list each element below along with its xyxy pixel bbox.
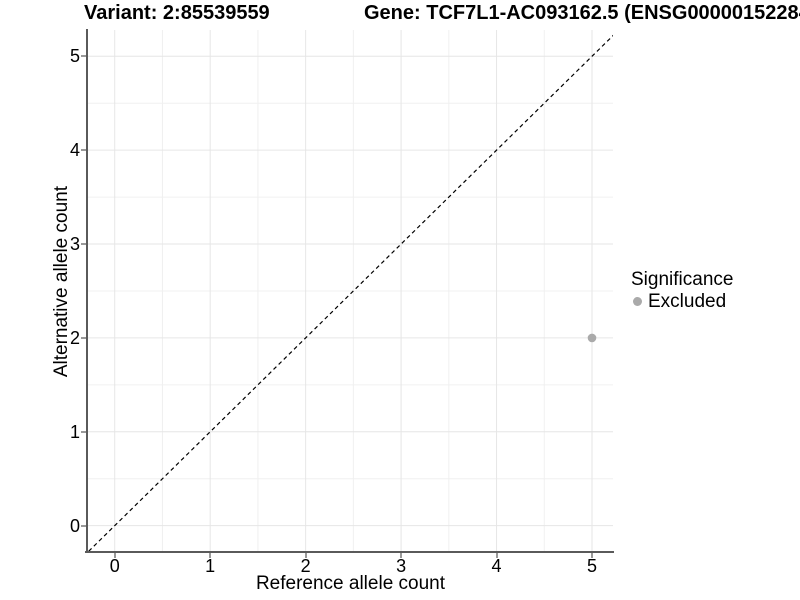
y-tick-label: 0	[69, 515, 80, 536]
y-tick-label: 1	[69, 421, 80, 442]
x-axis-tick	[591, 553, 593, 558]
y-axis-tick	[81, 336, 86, 339]
y-tick-label: 5	[69, 46, 80, 67]
legend: Significance Excluded	[629, 269, 733, 312]
x-axis-tick	[304, 553, 307, 558]
y-axis-title: Alternative allele count	[51, 186, 72, 378]
x-axis-tick	[400, 553, 403, 558]
legend-entry-label: Excluded	[648, 291, 727, 312]
plot-area-svg	[88, 30, 613, 551]
x-tick-label: 4	[491, 556, 502, 576]
x-axis-line	[85, 551, 614, 553]
y-tick-label: 4	[69, 140, 80, 161]
x-axis-tick	[495, 553, 498, 558]
plot-title-gene: Gene: TCF7L1-AC093162.5 (ENSG00000152284…	[364, 2, 800, 24]
x-tick-label: 2	[300, 556, 311, 576]
data-point	[587, 333, 597, 343]
x-axis-tick	[209, 553, 212, 558]
legend-point-icon	[633, 297, 642, 306]
plot-title-variant: Variant: 2:85539559	[84, 2, 270, 24]
y-axis-tick	[81, 430, 86, 433]
plot-panel	[88, 30, 613, 551]
y-axis-tick	[81, 524, 86, 527]
legend-title: Significance	[631, 269, 734, 290]
x-axis-tick	[113, 553, 116, 558]
legend-entry-excluded: Excluded	[629, 291, 733, 312]
y-axis-tick	[81, 55, 86, 58]
y-tick-label: 3	[69, 234, 80, 255]
x-tick-label: 0	[109, 556, 120, 576]
y-tick-label: 2	[69, 327, 80, 348]
y-axis-tick	[81, 243, 86, 246]
x-axis-title: Reference allele count	[255, 573, 446, 594]
identity-dashed-line	[88, 34, 613, 551]
x-tick-label: 3	[396, 556, 407, 576]
x-tick-label: 1	[205, 556, 216, 576]
y-axis-line	[86, 29, 88, 553]
x-tick-label: 5	[586, 556, 598, 576]
y-axis-tick	[81, 149, 86, 152]
